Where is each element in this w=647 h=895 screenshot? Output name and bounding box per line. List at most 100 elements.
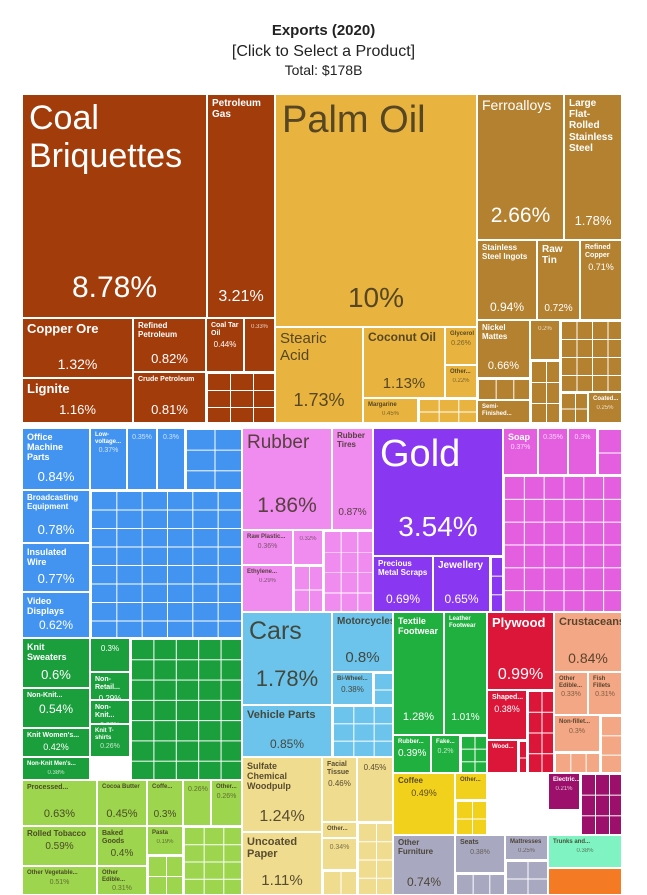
tile[interactable]: 0.45%: [357, 757, 393, 822]
tile[interactable]: Sulfate Chemical Woodpulp 1.24%: [242, 757, 322, 832]
tile[interactable]: Coffe... 0.3%: [147, 780, 183, 826]
tile[interactable]: Uncoated Paper 1.11%: [242, 832, 322, 895]
tile[interactable]: Crude Petroleum 0.81%: [133, 372, 206, 423]
tile-value: 0.26%: [100, 743, 120, 751]
tile[interactable]: 0.35%: [127, 428, 157, 490]
tile[interactable]: Refined Copper 0.71%: [580, 240, 622, 320]
tile[interactable]: Fake... 0.2%: [431, 735, 460, 773]
tile-value: 0.27%: [95, 722, 125, 723]
tile[interactable]: Ethylene... 0.29%: [242, 565, 293, 612]
tile[interactable]: Broadcasting Equipment 0.78%: [22, 490, 90, 543]
tile-subdivisions: [505, 860, 548, 895]
tile[interactable]: Pasta 0.19%: [147, 826, 183, 855]
tile[interactable]: Jewellery 0.65%: [433, 556, 490, 612]
tile[interactable]: Non-Knit... 0.54%: [22, 688, 90, 728]
tile[interactable]: Seats 0.38%: [455, 835, 505, 873]
tile[interactable]: Rolled Tobacco 0.59%: [22, 826, 97, 866]
tile[interactable]: Leather Footwear 1.01%: [444, 612, 487, 735]
tile[interactable]: Other Vegetable... 0.51%: [22, 866, 97, 895]
tile[interactable]: Facial Tissue 0.46%: [322, 757, 357, 822]
chart-subtitle[interactable]: [Click to Select a Product]: [231, 43, 416, 60]
tile[interactable]: Crustaceans 0.84%: [554, 612, 622, 672]
tile[interactable]: Bi-Wheel... 0.38%: [332, 672, 373, 705]
tile[interactable]: Coated... 0.25%: [588, 392, 622, 423]
tile[interactable]: Knit Women's... 0.42%: [22, 728, 90, 757]
tile[interactable]: Soap 0.37%: [503, 428, 538, 475]
tile-subdivisions: [560, 392, 588, 423]
tile-value: 1.16%: [59, 402, 96, 417]
tile[interactable]: Non-Knit... 0.27%: [90, 700, 130, 724]
tile[interactable]: Refined Petroleum 0.82%: [133, 318, 206, 372]
tile[interactable]: 0.34%: [322, 838, 357, 870]
tile[interactable]: 0.3%: [157, 428, 185, 490]
tile[interactable]: Knit T-shirts 0.26%: [90, 724, 130, 757]
tile[interactable]: Insulated Wire 0.77%: [22, 543, 90, 592]
tile[interactable]: Large Flat-Rolled Stainless Steel 1.78%: [564, 94, 622, 240]
tile[interactable]: Video Displays 0.62%: [22, 592, 90, 638]
tile-label: Jewellery: [438, 560, 484, 571]
tile[interactable]: Other... 0.22%: [445, 365, 477, 398]
tile[interactable]: Lignite 1.16%: [22, 378, 133, 423]
tile[interactable]: 0.2%: [530, 320, 560, 360]
tile[interactable]: Plywood 0.99%: [487, 612, 554, 690]
tile-label: Non-Knit...: [27, 692, 63, 699]
tile[interactable]: Rubber Tires 0.87%: [332, 428, 373, 530]
tile[interactable]: Other Furniture 0.74%: [393, 835, 455, 895]
tile[interactable]: Raw Plastic... 0.36%: [242, 530, 293, 565]
tile[interactable]: Non-Retail... 0.29%: [90, 672, 130, 700]
tile[interactable]: Fish Fillets 0.31%: [588, 672, 622, 715]
tile[interactable]: Textile Footwear 1.28%: [393, 612, 444, 735]
tile[interactable]: Rubber 1.86%: [242, 428, 332, 530]
tile[interactable]: 0.32%: [293, 530, 323, 565]
tile[interactable]: Other Edible... 0.31%: [97, 866, 147, 895]
tile-value: 0.99%: [497, 666, 544, 683]
tile[interactable]: Petroleum Gas 3.21%: [207, 94, 275, 318]
tile[interactable]: Raw Tin 0.72%: [537, 240, 580, 320]
tile[interactable]: Non-fillet... 0.3%: [554, 715, 600, 752]
tile[interactable]: Knit Sweaters 0.6%: [22, 638, 90, 688]
tile[interactable]: Cocoa Butter 0.45%: [97, 780, 147, 826]
tile[interactable]: Coconut Oil 1.13%: [363, 327, 445, 398]
tile[interactable]: Wood...: [487, 740, 518, 773]
tile[interactable]: Shaped... 0.38%: [487, 690, 527, 740]
tile[interactable]: Trunks and... 0.38%: [548, 835, 622, 868]
tile[interactable]: [548, 868, 622, 895]
tile[interactable]: Processed... 0.63%: [22, 780, 97, 826]
tile[interactable]: Motorcycles 0.8%: [332, 612, 393, 672]
tile[interactable]: 0.35%: [538, 428, 568, 475]
tile[interactable]: Other...: [322, 822, 357, 838]
tile[interactable]: Electric... 0.21%: [548, 773, 580, 810]
tile[interactable]: Stearic Acid 1.73%: [275, 327, 363, 423]
tile[interactable]: Gold 3.54%: [373, 428, 503, 556]
tile[interactable]: Baked Goods 0.4%: [97, 826, 147, 866]
tile-label: Rubber...: [398, 739, 424, 745]
tile[interactable]: 0.33%: [244, 318, 275, 372]
tile[interactable]: Coal Briquettes 8.78%: [22, 94, 207, 318]
tile[interactable]: Non-Knit Men's... 0.38%: [22, 757, 90, 780]
tile[interactable]: Precious Metal Scraps 0.69%: [373, 556, 433, 612]
tile[interactable]: Coal Tar Oil 0.44%: [206, 318, 244, 372]
tile[interactable]: Glycerol 0.26%: [445, 327, 477, 365]
tile[interactable]: 0.26%: [183, 780, 211, 826]
tile[interactable]: Semi-Finished...: [477, 400, 530, 423]
tile[interactable]: Other...: [455, 773, 487, 800]
tile[interactable]: Mattresses 0.25%: [505, 835, 548, 860]
tile[interactable]: Ferroalloys 2.66%: [477, 94, 564, 240]
tile[interactable]: Nickel Mattes 0.66%: [477, 320, 530, 378]
tile[interactable]: Rubber... 0.39%: [393, 735, 431, 773]
tile[interactable]: Stainless Steel Ingots 0.94%: [477, 240, 537, 320]
tile[interactable]: Cars 1.78%: [242, 612, 332, 705]
tile[interactable]: Office Machine Parts 0.84%: [22, 428, 90, 490]
tile-value: 0.65%: [444, 592, 479, 606]
tile[interactable]: Palm Oil 10%: [275, 94, 477, 327]
tile[interactable]: Low-voltage... 0.37%: [90, 428, 127, 490]
tile[interactable]: Vehicle Parts 0.85%: [242, 705, 332, 757]
tile-label: Facial Tissue: [327, 761, 350, 776]
tile[interactable]: Copper Ore 1.32%: [22, 318, 133, 378]
tile[interactable]: Other Edible... 0.33%: [554, 672, 588, 715]
tile[interactable]: Coffee 0.49%: [393, 773, 455, 835]
tile[interactable]: 0.3%: [568, 428, 597, 475]
tile[interactable]: Margarine 0.45%: [363, 398, 418, 423]
tile[interactable]: 0.3%: [90, 638, 130, 672]
tile[interactable]: Other... 0.26%: [211, 780, 242, 826]
